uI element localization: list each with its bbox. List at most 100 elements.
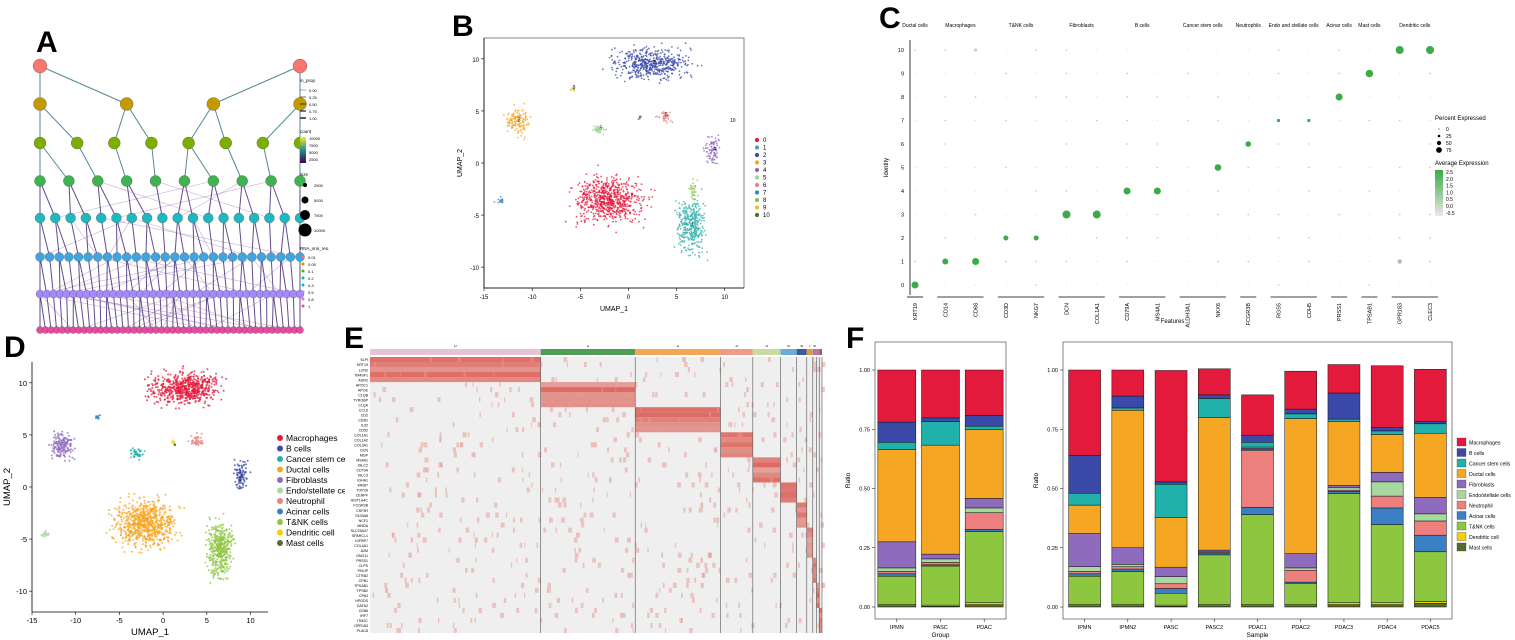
umap-point (209, 518, 211, 521)
umap-point (621, 50, 623, 53)
umap-point (647, 70, 649, 72)
umap-point (521, 132, 524, 134)
umap-point (127, 517, 130, 520)
umap-point (692, 209, 695, 212)
umap-point (520, 125, 523, 127)
umap-point (121, 511, 124, 514)
dotplot-dot (1187, 190, 1189, 192)
umap-point (613, 200, 616, 203)
umap-point (665, 119, 667, 122)
umap-point (712, 143, 715, 146)
umap-point (523, 138, 525, 141)
legend-dot (277, 445, 283, 452)
umap-point (206, 388, 209, 391)
clustree-node (247, 252, 257, 262)
umap-point (503, 114, 505, 116)
umap-point (205, 392, 208, 395)
umap-point (183, 400, 186, 402)
umap-point (206, 396, 208, 399)
dotplot-dot (1368, 167, 1370, 168)
umap-point (586, 203, 588, 206)
dotplot-dot-high (1307, 118, 1311, 123)
dotplot-dot (1065, 72, 1068, 75)
umap-point (214, 389, 217, 392)
umap-point (594, 190, 596, 193)
umap-point (581, 196, 584, 199)
feature-tick-label: PRSS1 (1337, 303, 1343, 321)
legend-label: Cancer stem cells (286, 454, 345, 464)
umap-point (700, 64, 703, 67)
umap-point (138, 517, 141, 520)
umap-point (607, 184, 610, 187)
legend-dot (754, 137, 760, 143)
heatmap-cell (675, 372, 679, 378)
dotplot-dot (1368, 284, 1371, 286)
legend-avg-label: 0.5 (1446, 197, 1453, 203)
dotplot-dot (1308, 284, 1310, 286)
umap-point (593, 187, 595, 190)
umap-point (175, 383, 178, 386)
dotplot-dot (1005, 49, 1007, 51)
umap-point (690, 248, 693, 251)
umap-point (592, 180, 595, 182)
umap-point (640, 204, 642, 207)
umap-point (62, 439, 65, 442)
umap-point (687, 223, 690, 226)
umap-point (683, 209, 685, 212)
clustree-edge (152, 293, 157, 331)
cluster-6-points (654, 111, 674, 124)
clustree-edge (213, 65, 301, 105)
umap-point (152, 390, 155, 393)
clustree-node (206, 97, 220, 111)
umap-point (655, 62, 658, 64)
umap-point (140, 516, 143, 518)
umap-point (653, 70, 656, 73)
umap-point (592, 212, 595, 215)
umap-point (629, 220, 632, 223)
umap-point (622, 205, 625, 208)
clustree-edge (232, 256, 234, 295)
umap-point (662, 77, 665, 80)
umap-point (701, 225, 704, 228)
legend-label: Endo/stellate cells (286, 485, 345, 495)
umap-point (206, 368, 209, 371)
legend-label: 9 (763, 206, 767, 212)
umap-point (619, 215, 622, 218)
dotplot-group-label: Macrophages (945, 23, 976, 29)
umap-point (47, 443, 50, 446)
umap-point (622, 208, 625, 210)
legend-avg-bar (1435, 170, 1443, 216)
umap-point (577, 197, 580, 200)
umap-point (178, 407, 181, 410)
heatmap-cluster-label: 4 (765, 345, 768, 348)
umap-point (688, 248, 690, 251)
legend-res-label: 0.3 (308, 283, 314, 288)
umap-point (626, 52, 629, 55)
umap-point (198, 392, 201, 395)
umap-point (233, 458, 236, 461)
umap-point (117, 510, 120, 513)
dotplot-group-label: Neutrophils (1236, 23, 1262, 29)
clustree-edge (46, 256, 118, 295)
umap-point (646, 64, 649, 67)
dotplot-dot (1217, 284, 1219, 286)
identity-tick-label: 10 (898, 48, 904, 54)
umap-point (712, 159, 715, 162)
umap-point (591, 184, 594, 187)
dotplot-dot (1126, 284, 1128, 286)
dotplot-dot (1035, 260, 1038, 263)
umap-point (120, 515, 123, 518)
umap-point (667, 118, 670, 120)
umap-point (95, 415, 98, 418)
umap-point (717, 138, 720, 141)
umap-point (144, 545, 147, 548)
clustree-edge (192, 217, 214, 258)
umap-point (693, 235, 696, 238)
legend-label: Mast cells (286, 538, 324, 548)
umap-point (53, 442, 56, 445)
umap-point (176, 398, 179, 401)
umap-point (154, 505, 157, 508)
umap-point (645, 67, 648, 70)
heatmap-cluster-bar (635, 349, 721, 355)
clustree-edge (54, 217, 70, 258)
